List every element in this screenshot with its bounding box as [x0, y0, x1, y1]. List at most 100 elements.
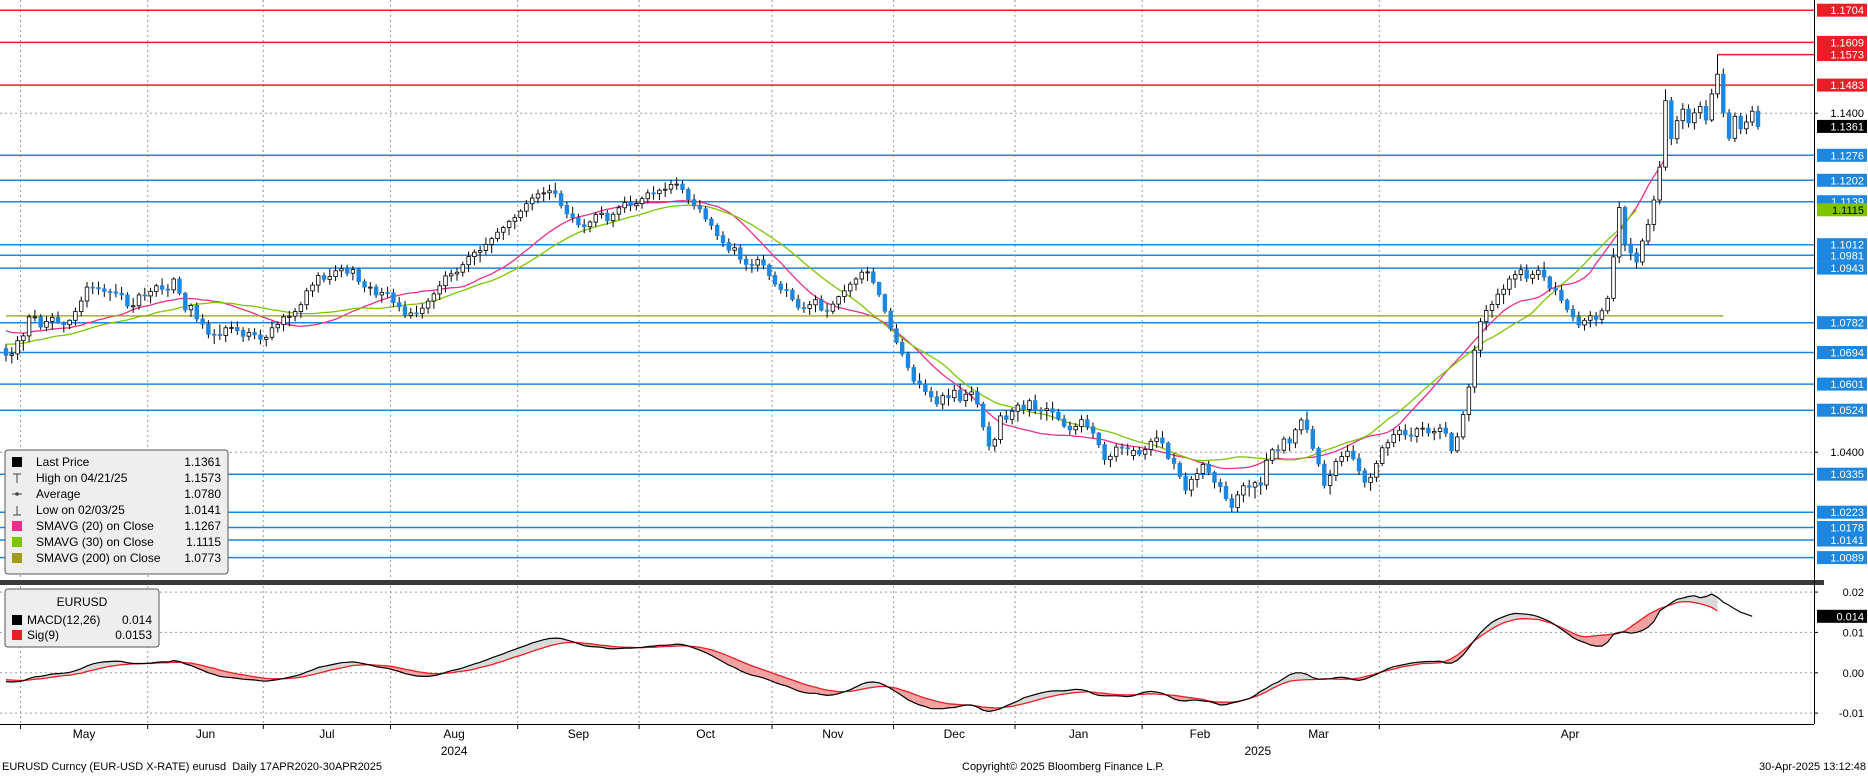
candle	[454, 267, 460, 281]
candle	[385, 286, 390, 298]
candle-body	[73, 311, 78, 321]
candle-body	[1663, 100, 1668, 168]
price-tag-box	[1817, 346, 1867, 359]
candle-body	[853, 278, 859, 285]
candle-body	[1715, 73, 1720, 95]
x-tick-label: Apr	[1561, 727, 1580, 741]
candle	[1472, 345, 1477, 393]
candle	[1553, 282, 1558, 296]
legend-swatch	[12, 615, 22, 625]
support-resistance-lines	[0, 9, 1814, 559]
candle-body	[1339, 456, 1344, 462]
y-tick-label: 1.1400	[1830, 108, 1864, 120]
candle-body	[1044, 408, 1049, 411]
candle	[1362, 468, 1367, 488]
candle-body	[1738, 115, 1743, 130]
candle	[420, 303, 425, 319]
macd-fill-negative	[763, 669, 770, 680]
candle-body	[246, 332, 252, 337]
macd-fill-negative	[1642, 614, 1649, 631]
candle	[79, 296, 84, 317]
candle-body	[125, 294, 130, 307]
candle	[50, 312, 55, 330]
candle	[622, 196, 627, 213]
candle-body	[26, 316, 32, 337]
candle	[142, 287, 147, 301]
candle-body	[1362, 470, 1367, 483]
candle-body	[1553, 288, 1558, 291]
candle	[1513, 270, 1518, 288]
candle-body	[1171, 457, 1177, 464]
macd-fill-negative	[780, 676, 787, 687]
macd-legend: EURUSD MACD(12,26) 0.014 Sig(9) 0.0153	[4, 588, 160, 648]
candle-body	[1403, 429, 1408, 436]
candle-body	[1420, 427, 1425, 430]
price-tag: 1.1012	[1817, 238, 1867, 252]
signal-line	[5, 601, 1718, 709]
candle-body	[969, 391, 974, 395]
candle-body	[697, 205, 703, 210]
candle-body	[986, 426, 992, 447]
candle	[356, 267, 361, 285]
x-tick-label: Jan	[1069, 727, 1088, 741]
price-tag: 1.0782	[1817, 316, 1867, 330]
candle	[310, 282, 315, 297]
macd-fill-positive	[92, 662, 99, 671]
price-tag-label: 1.0141	[1830, 535, 1864, 547]
candle	[853, 276, 859, 291]
macd-fill-negative	[746, 663, 752, 676]
candle-body	[1709, 93, 1714, 121]
candle-body	[842, 290, 847, 297]
candle	[1391, 429, 1396, 448]
candle-body	[1391, 434, 1396, 444]
macd-fill-positive	[1700, 596, 1706, 606]
candle	[113, 284, 119, 298]
candle	[240, 327, 246, 342]
candle-body	[339, 268, 344, 272]
candle	[813, 295, 818, 313]
candle	[541, 187, 546, 202]
macd-fill-positive	[462, 665, 469, 672]
macd-fill-positive	[1706, 594, 1712, 608]
macd-fill-negative	[711, 649, 718, 659]
candlestick-series	[3, 54, 1761, 512]
candle-body	[605, 212, 610, 222]
footer-copyright: Copyright© 2025 Bloomberg Finance L.P.	[962, 761, 1164, 773]
candle-body	[940, 395, 945, 405]
candle-body	[130, 305, 136, 308]
x-tick-label: Jul	[319, 727, 334, 741]
price-tag-box	[1817, 403, 1867, 417]
candle	[732, 243, 737, 255]
candle-body	[1489, 303, 1495, 311]
candle	[628, 195, 633, 212]
candle	[530, 193, 535, 211]
price-tag-label: 1.1483	[1830, 80, 1864, 92]
price-tag-box	[1817, 238, 1867, 252]
candle	[1096, 431, 1101, 448]
candle	[894, 324, 899, 345]
candle	[61, 321, 66, 333]
candle	[680, 180, 685, 194]
candle-body	[454, 271, 460, 275]
candle-body	[1125, 447, 1130, 450]
x-tick-label: Jun	[196, 727, 215, 741]
candle	[952, 385, 957, 402]
price-tag: 1.1276	[1817, 148, 1867, 162]
candle	[564, 202, 570, 219]
candle-body	[379, 292, 384, 296]
price-tag-box	[1817, 248, 1867, 262]
candle	[1327, 469, 1333, 495]
macd-fill-positive	[1266, 684, 1273, 692]
candle	[154, 283, 159, 297]
candle	[1570, 305, 1576, 322]
candle-body	[472, 251, 477, 257]
candle-body	[1252, 482, 1258, 488]
candle	[107, 288, 113, 301]
price-tag-box	[1817, 533, 1867, 547]
candle-body	[183, 292, 188, 311]
candle-body	[396, 302, 402, 308]
price-tag-box	[1817, 48, 1867, 62]
candle-body	[1033, 400, 1038, 411]
macd-fill-negative	[1630, 622, 1637, 634]
candle-body	[686, 189, 691, 201]
